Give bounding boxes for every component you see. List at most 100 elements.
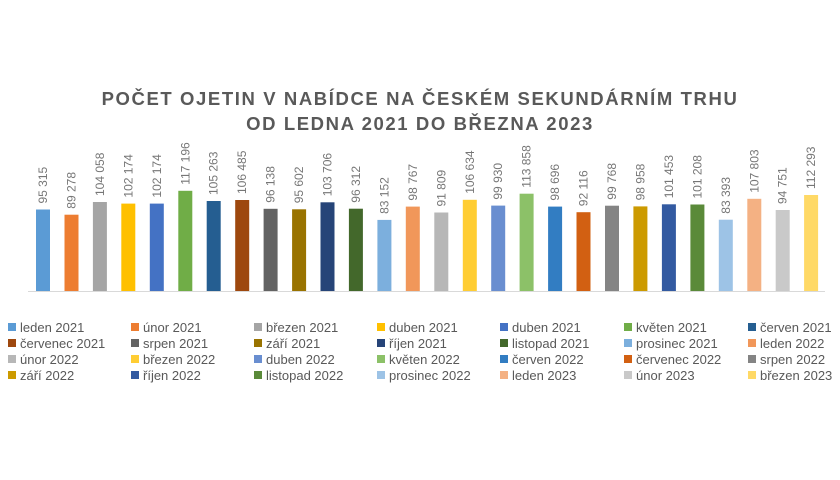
legend-swatch-18 (377, 355, 385, 363)
legend-swatch-9 (131, 339, 139, 347)
legend-label-23: říjen 2022 (143, 368, 201, 383)
legend-swatch-16 (131, 355, 139, 363)
value-label-24: 101 208 (690, 155, 704, 199)
legend-swatch-7 (748, 323, 756, 331)
bar-7 (206, 201, 221, 291)
legend-label-25: prosinec 2022 (389, 368, 471, 383)
legend-swatch-6 (624, 323, 632, 331)
bar-22 (633, 206, 648, 291)
chart-title-line-2: OD LEDNA 2021 DO BŘEZNA 2023 (246, 113, 594, 134)
bar-24 (690, 204, 705, 291)
legend-label-7: červen 2021 (760, 320, 832, 335)
chart-title-line-1: POČET OJETIN V NABÍDCE NA ČESKÉM SEKUNDÁ… (101, 88, 739, 109)
legend-swatch-5 (500, 323, 508, 331)
value-label-26: 107 803 (747, 149, 761, 193)
legend-swatch-22 (8, 371, 16, 379)
legend-label-6: květen 2021 (636, 320, 707, 335)
legend-swatch-26 (500, 371, 508, 379)
value-label-group: 95 315 89 278 104 058 102 174 102 174 117 196… (36, 142, 818, 214)
value-label-11: 103 706 (321, 153, 335, 197)
bar-4 (121, 203, 136, 291)
legend-swatch-17 (254, 355, 262, 363)
value-label-25: 83 393 (719, 177, 733, 214)
value-label-10: 95 602 (292, 166, 306, 203)
value-label-2: 89 278 (65, 172, 79, 209)
bar-21 (605, 205, 619, 291)
bar-25 (718, 219, 733, 291)
value-label-22: 98 958 (633, 163, 647, 200)
bar-16 (462, 199, 477, 291)
value-label-28: 112 293 (804, 146, 818, 189)
legend-label-16: březen 2022 (143, 352, 215, 367)
legend-label-12: listopad 2021 (512, 336, 589, 351)
legend-label-17: duben 2022 (266, 352, 335, 367)
bar-5 (149, 203, 164, 291)
legend-swatch-8 (8, 339, 16, 347)
value-label-13: 83 152 (377, 177, 391, 214)
bar-6 (178, 190, 193, 291)
legend-label-3: březen 2021 (266, 320, 338, 335)
legend-swatch-23 (131, 371, 139, 379)
bar-group (36, 190, 819, 291)
legend-label-18: květen 2022 (389, 352, 460, 367)
legend-swatch-3 (254, 323, 262, 331)
legend-swatch-28 (748, 371, 756, 379)
legend-label-24: listopad 2022 (266, 368, 343, 383)
bar-2 (64, 214, 79, 291)
value-label-21: 99 768 (605, 163, 619, 200)
value-label-19: 98 696 (548, 164, 562, 201)
legend-label-15: únor 2022 (20, 352, 79, 367)
bar-10 (292, 209, 307, 291)
legend-swatch-19 (500, 355, 508, 363)
legend-label-10: září 2021 (266, 336, 320, 351)
value-label-14: 98 767 (406, 164, 420, 201)
legend-swatch-11 (377, 339, 385, 347)
bar-8 (235, 200, 250, 291)
bar-28 (804, 195, 819, 291)
legend-label-9: srpen 2021 (143, 336, 208, 351)
legend-label-22: září 2022 (20, 368, 74, 383)
value-label-3: 104 058 (93, 152, 107, 196)
legend-label-13: prosinec 2021 (636, 336, 718, 351)
legend-swatch-1 (8, 323, 16, 331)
legend-label-5: duben 2021 (512, 320, 581, 335)
legend-label-26: leden 2023 (512, 368, 576, 383)
bar-19 (548, 206, 563, 291)
value-label-23: 101 453 (662, 155, 676, 199)
bar-3 (92, 202, 107, 291)
legend-swatch-10 (254, 339, 262, 347)
bar-1 (36, 209, 50, 291)
legend-swatch-20 (624, 355, 632, 363)
bar-23 (661, 204, 676, 291)
value-label-9: 96 138 (264, 166, 278, 203)
legend-swatch-12 (500, 339, 508, 347)
value-label-4: 102 174 (121, 154, 135, 198)
legend-label-1: leden 2021 (20, 320, 84, 335)
bar-9 (263, 208, 278, 291)
legend-label-14: leden 2022 (760, 336, 824, 351)
bar-13 (377, 219, 392, 291)
bar-12 (348, 208, 363, 291)
legend-swatch-24 (254, 371, 262, 379)
bar-11 (320, 202, 335, 291)
bar-15 (434, 212, 449, 291)
legend: leden 2021 únor 2021 březen 2021 duben 2021… (8, 320, 832, 383)
legend-label-27: únor 2023 (636, 368, 695, 383)
bar-17 (491, 205, 506, 291)
legend-swatch-27 (624, 371, 632, 379)
legend-swatch-13 (624, 339, 632, 347)
legend-label-11: říjen 2021 (389, 336, 447, 351)
legend-swatch-21 (748, 355, 756, 363)
value-label-12: 96 312 (349, 166, 363, 203)
bar-26 (747, 198, 762, 291)
value-label-15: 91 809 (434, 169, 448, 206)
bar-14 (405, 206, 420, 291)
value-label-17: 99 930 (491, 163, 505, 200)
value-label-8: 106 485 (235, 150, 249, 194)
legend-label-8: červenec 2021 (20, 336, 105, 351)
value-label-5: 102 174 (150, 154, 164, 198)
legend-swatch-4 (377, 323, 385, 331)
bar-27 (775, 210, 790, 291)
